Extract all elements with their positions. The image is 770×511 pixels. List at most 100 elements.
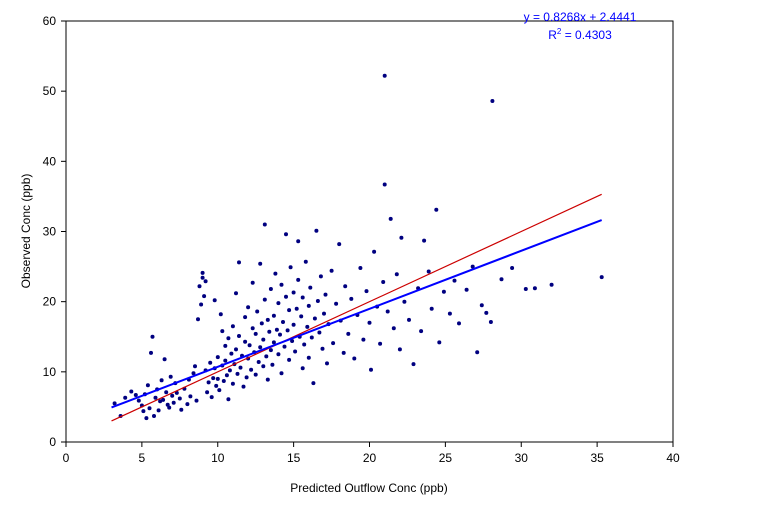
data-point [302,342,307,347]
data-point [323,292,328,297]
data-point [381,280,386,284]
y-tick-label: 10 [43,365,57,379]
data-point [220,329,225,334]
data-point [318,274,323,279]
data-point [259,321,264,326]
data-point [234,291,238,296]
data-point [258,345,263,350]
data-point [170,393,175,398]
data-point [287,357,292,362]
data-point [129,389,134,394]
data-point [158,399,163,404]
data-point [279,282,284,287]
data-point [191,371,196,376]
data-point [237,334,241,338]
data-point [136,398,141,403]
data-point [153,395,158,400]
data-point [217,388,222,393]
data-point [179,407,184,412]
data-point [300,295,305,300]
data-point [358,266,363,270]
x-tick-label: 0 [63,451,70,465]
data-point [162,357,167,362]
data-point [247,343,252,348]
data-point [167,405,172,410]
x-tick-label: 25 [439,451,453,465]
data-point [168,374,173,379]
data-point [215,376,220,381]
data-point [407,317,411,322]
data-point [262,297,267,302]
data-point [285,328,290,333]
data-point [185,402,190,407]
data-point [112,401,117,406]
data-point [203,279,208,284]
data-point [290,339,295,343]
x-axis-label: Predicted Outflow Conc (ppb) [290,481,447,495]
data-point [273,271,278,276]
data-point [399,235,404,240]
y-axis-label: Observed Conc (ppb) [19,174,33,289]
data-point [256,360,261,364]
data-point [385,309,390,314]
data-point [284,232,288,237]
data-point [241,384,246,389]
data-point [352,356,357,361]
data-point [378,341,383,346]
data-point [296,277,301,282]
data-point [549,282,554,287]
data-point [274,327,279,332]
data-point [278,332,282,337]
data-point [394,272,399,277]
data-point [325,361,329,366]
data-point [320,346,325,351]
data-point [199,302,204,307]
data-point [287,308,292,313]
data-point [437,340,442,345]
data-point [218,312,223,317]
data-point [422,238,427,243]
data-point [171,400,176,405]
data-point [447,311,452,316]
r2-value: = 0.4303 [561,28,612,42]
data-point [367,320,372,325]
data-point [227,368,232,373]
data-point [221,379,226,383]
data-point [306,355,311,360]
x-tick-label: 30 [515,451,529,465]
data-point [510,266,515,270]
data-point [264,354,269,359]
data-point [305,324,310,329]
data-point [402,299,407,304]
y-axis-ticks: 0 10 20 30 40 50 60 [43,14,66,449]
data-point [177,396,182,401]
data-point [475,350,480,355]
regression-line [111,219,603,409]
data-point [303,259,308,264]
data-point [209,395,214,400]
data-point [411,362,416,367]
data-point [499,277,504,282]
data-point [426,269,431,274]
data-point [284,294,288,299]
data-point [337,242,342,247]
data-point [299,314,304,319]
data-point [429,306,434,311]
data-point [224,373,229,378]
data-point [226,336,231,341]
data-point [253,331,258,336]
data-point [261,364,266,369]
data-point [293,349,298,354]
data-point [341,350,346,355]
r2-superscript: 2 [557,27,562,36]
data-point [388,216,393,221]
data-point [271,313,276,318]
data-point [249,367,254,372]
x-axis-ticks: 0 5 10 15 20 25 30 35 40 [63,442,680,465]
data-point [156,408,161,413]
one-to-one-line [111,193,602,422]
data-point [215,355,220,360]
data-point [382,182,387,187]
y-tick-label: 60 [43,14,57,28]
